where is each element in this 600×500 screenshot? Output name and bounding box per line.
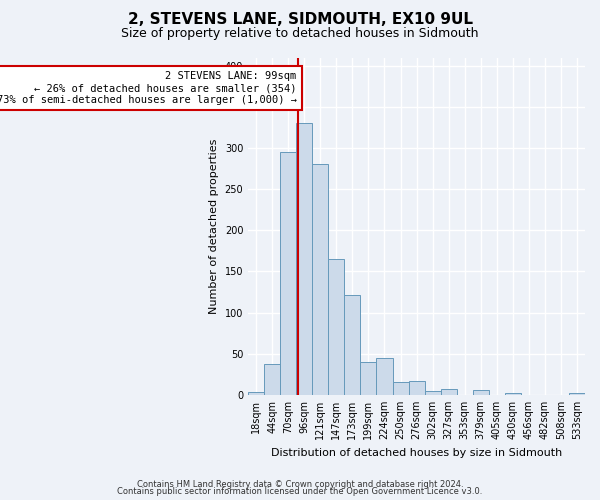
Bar (473, 390, 489, 395)
Bar (409, 381, 425, 395)
Bar (361, 362, 376, 395)
Bar (280, 152, 296, 395)
Text: Size of property relative to detached houses in Sidmouth: Size of property relative to detached ho… (121, 28, 479, 40)
Bar (440, 389, 457, 395)
Bar (376, 358, 392, 395)
Text: 2 STEVENS LANE: 99sqm
← 26% of detached houses are smaller (354)
73% of semi-det: 2 STEVENS LANE: 99sqm ← 26% of detached … (0, 72, 296, 104)
Bar (505, 394, 521, 395)
Bar (392, 382, 409, 395)
Text: Contains HM Land Registry data © Crown copyright and database right 2024.: Contains HM Land Registry data © Crown c… (137, 480, 463, 489)
Bar (569, 394, 585, 395)
Text: Contains public sector information licensed under the Open Government Licence v3: Contains public sector information licen… (118, 487, 482, 496)
Bar (425, 391, 440, 395)
Bar (328, 259, 344, 395)
Bar (344, 294, 361, 395)
Bar (296, 124, 312, 395)
Text: 2, STEVENS LANE, SIDMOUTH, EX10 9UL: 2, STEVENS LANE, SIDMOUTH, EX10 9UL (128, 12, 473, 28)
Bar (312, 164, 328, 395)
Bar (248, 392, 264, 395)
Y-axis label: Number of detached properties: Number of detached properties (209, 138, 219, 314)
Bar (264, 364, 280, 395)
X-axis label: Distribution of detached houses by size in Sidmouth: Distribution of detached houses by size … (271, 448, 562, 458)
